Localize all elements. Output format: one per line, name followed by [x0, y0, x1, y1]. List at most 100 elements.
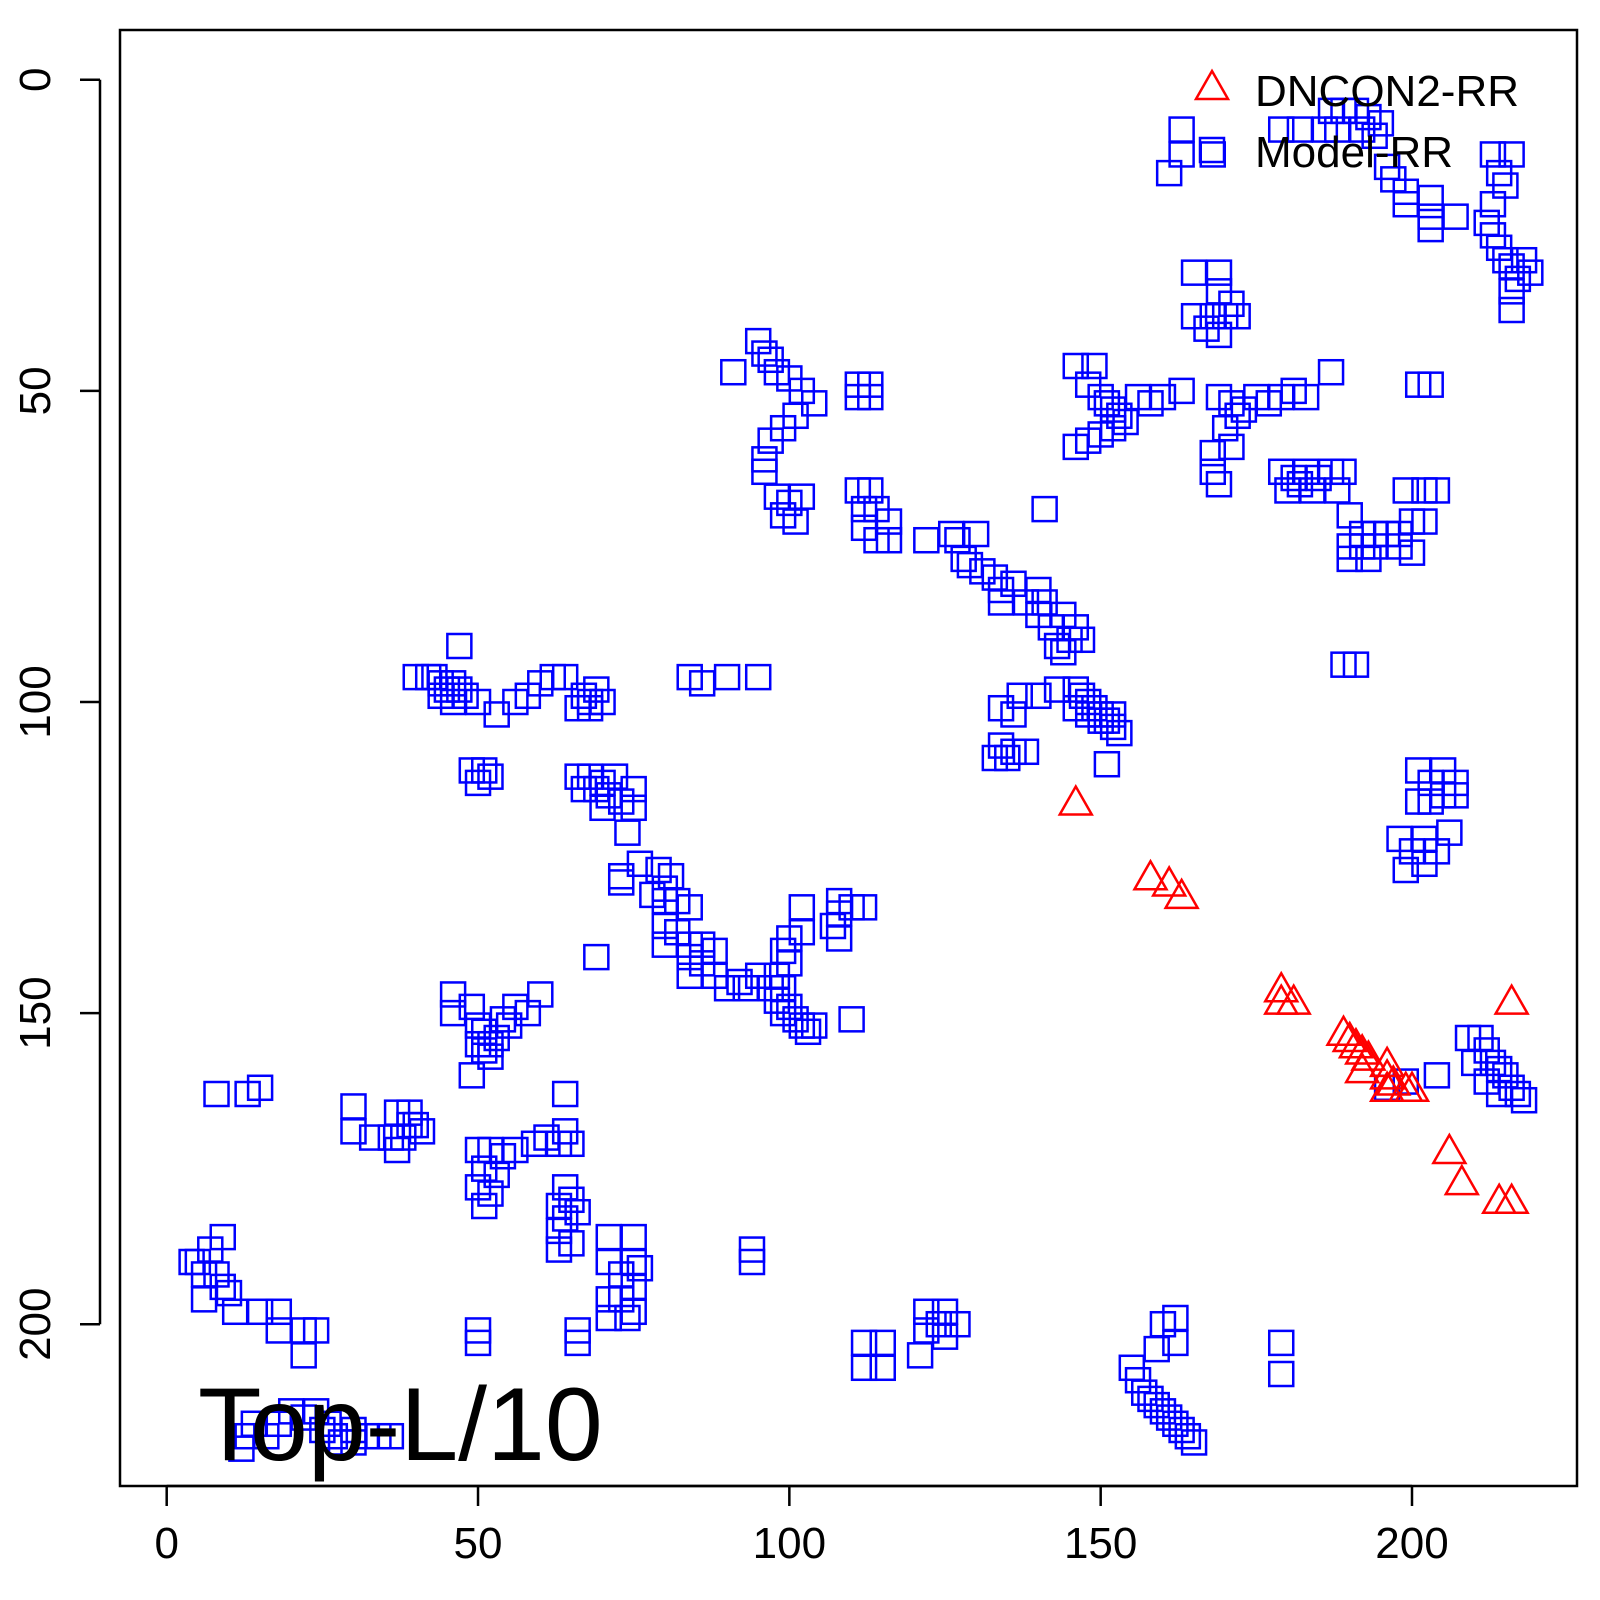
- dncon2-rr-point: [1368, 1070, 1406, 1103]
- model-rr-point: [1485, 1080, 1513, 1108]
- legend-label-model-rr: Model-RR: [1255, 128, 1453, 177]
- model-rr-point: [757, 427, 784, 454]
- model-rr-point: [794, 1018, 822, 1046]
- y-axis: 0 50 100 150 200: [11, 68, 102, 1361]
- model-rr-point: [1417, 184, 1444, 212]
- model-rr-point: [1006, 682, 1033, 710]
- y-tick-label: 50: [11, 366, 60, 415]
- model-rr-point: [178, 1248, 205, 1276]
- model-rr-point: [446, 632, 473, 660]
- model-rr-point: [937, 520, 965, 548]
- x-tick-label: 200: [1375, 1519, 1448, 1568]
- model-rr-point: [614, 1304, 641, 1332]
- model-rr-point: [962, 520, 990, 548]
- model-rr-point: [1043, 676, 1071, 703]
- dncon2-rr-point: [1344, 1032, 1381, 1065]
- plot-frame: [118, 28, 1579, 1488]
- model-rr-point: [340, 1093, 367, 1120]
- model-rr-point: [290, 1342, 317, 1369]
- model-rr-point: [1411, 850, 1438, 878]
- legend-triangle-marker: [1193, 68, 1231, 101]
- model-rr-point: [458, 1062, 486, 1089]
- dncon2-rr-point: [1493, 983, 1530, 1015]
- model-rr-point: [607, 862, 635, 890]
- model-rr-point: [439, 999, 467, 1027]
- model-rr-point: [1267, 1329, 1295, 1357]
- model-rr-point: [1423, 477, 1451, 504]
- model-rr-point: [383, 1099, 411, 1126]
- model-rr-point: [1498, 278, 1525, 305]
- model-rr-point: [265, 1317, 293, 1344]
- model-rr-point: [1361, 122, 1388, 150]
- model-rr-point: [340, 1118, 367, 1145]
- model-rr-point: [744, 962, 772, 990]
- model-rr-point: [1317, 358, 1345, 386]
- model-rr-point: [246, 1298, 274, 1326]
- model-rr-point: [1205, 321, 1233, 349]
- model-rr-point: [427, 682, 454, 710]
- model-rr-point: [1504, 1080, 1532, 1108]
- model-rr-point: [551, 663, 579, 691]
- model-rr-point: [713, 663, 741, 691]
- x-tick-label: 0: [154, 1519, 178, 1568]
- model-rr-point: [502, 1136, 529, 1164]
- model-rr-point: [589, 794, 616, 822]
- model-rr-point: [1442, 203, 1469, 230]
- model-rr-point: [1093, 750, 1121, 778]
- model-rr-point: [913, 526, 940, 554]
- model-rr-point: [221, 1298, 249, 1326]
- model-rr-point: [1398, 539, 1426, 566]
- model-rr-point: [1342, 651, 1370, 678]
- model-rr-point: [944, 526, 971, 554]
- model-rr-point: [1224, 302, 1251, 330]
- model-rr-point: [869, 1354, 896, 1382]
- model-rr-point: [850, 1354, 878, 1382]
- model-rr-point: [1180, 259, 1208, 286]
- model-rr-point: [1180, 302, 1208, 330]
- model-rr-point: [1267, 1360, 1295, 1388]
- dncon2-rr-point: [1443, 1163, 1480, 1196]
- model-rr-point: [1199, 439, 1226, 467]
- dncon2-rr-point: [1275, 983, 1312, 1015]
- model-rr-point: [1417, 371, 1444, 398]
- model-rr-point: [1062, 433, 1090, 461]
- model-rr-point: [1012, 738, 1040, 766]
- model-rr-point: [265, 1298, 293, 1326]
- model-rr-point: [614, 819, 641, 846]
- model-rr-point: [1330, 458, 1357, 486]
- dncon2-rr-point: [1337, 1026, 1375, 1059]
- model-rr-point: [788, 894, 816, 921]
- legend-square-marker: [1198, 136, 1226, 164]
- model-rr-point: [551, 1080, 579, 1108]
- dncon2-rr-point: [1493, 1182, 1530, 1215]
- model-rr-point: [1517, 259, 1544, 286]
- model-rr-point: [626, 1254, 654, 1282]
- x-tick-label: 150: [1064, 1519, 1137, 1568]
- model-rr-point: [1050, 638, 1077, 666]
- model-rr-point: [477, 763, 504, 790]
- model-rr-point: [1043, 632, 1071, 660]
- model-rr-series: [178, 97, 1544, 1462]
- dncon2-rr-point: [1151, 864, 1188, 897]
- model-rr-point: [1392, 856, 1420, 884]
- model-rr-point: [1149, 383, 1177, 411]
- model-rr-point: [994, 744, 1021, 772]
- x-tick-label: 100: [753, 1519, 826, 1568]
- model-rr-point: [838, 1006, 865, 1033]
- model-rr-point: [527, 981, 554, 1008]
- model-rr-point: [1168, 116, 1195, 143]
- model-rr-point: [464, 1329, 492, 1357]
- model-rr-point: [801, 1012, 828, 1039]
- model-rr-point: [1000, 701, 1027, 728]
- model-rr-point: [620, 1223, 647, 1251]
- dncon2-rr-point: [1057, 784, 1094, 816]
- model-rr-point: [1442, 782, 1469, 809]
- model-rr-point: [875, 526, 903, 554]
- model-rr-point: [471, 1192, 498, 1220]
- model-rr-point: [788, 918, 816, 946]
- model-rr-point: [358, 1124, 386, 1151]
- model-rr-point: [1025, 682, 1052, 710]
- model-rr-point: [869, 1329, 896, 1357]
- y-tick-label: 150: [11, 976, 60, 1049]
